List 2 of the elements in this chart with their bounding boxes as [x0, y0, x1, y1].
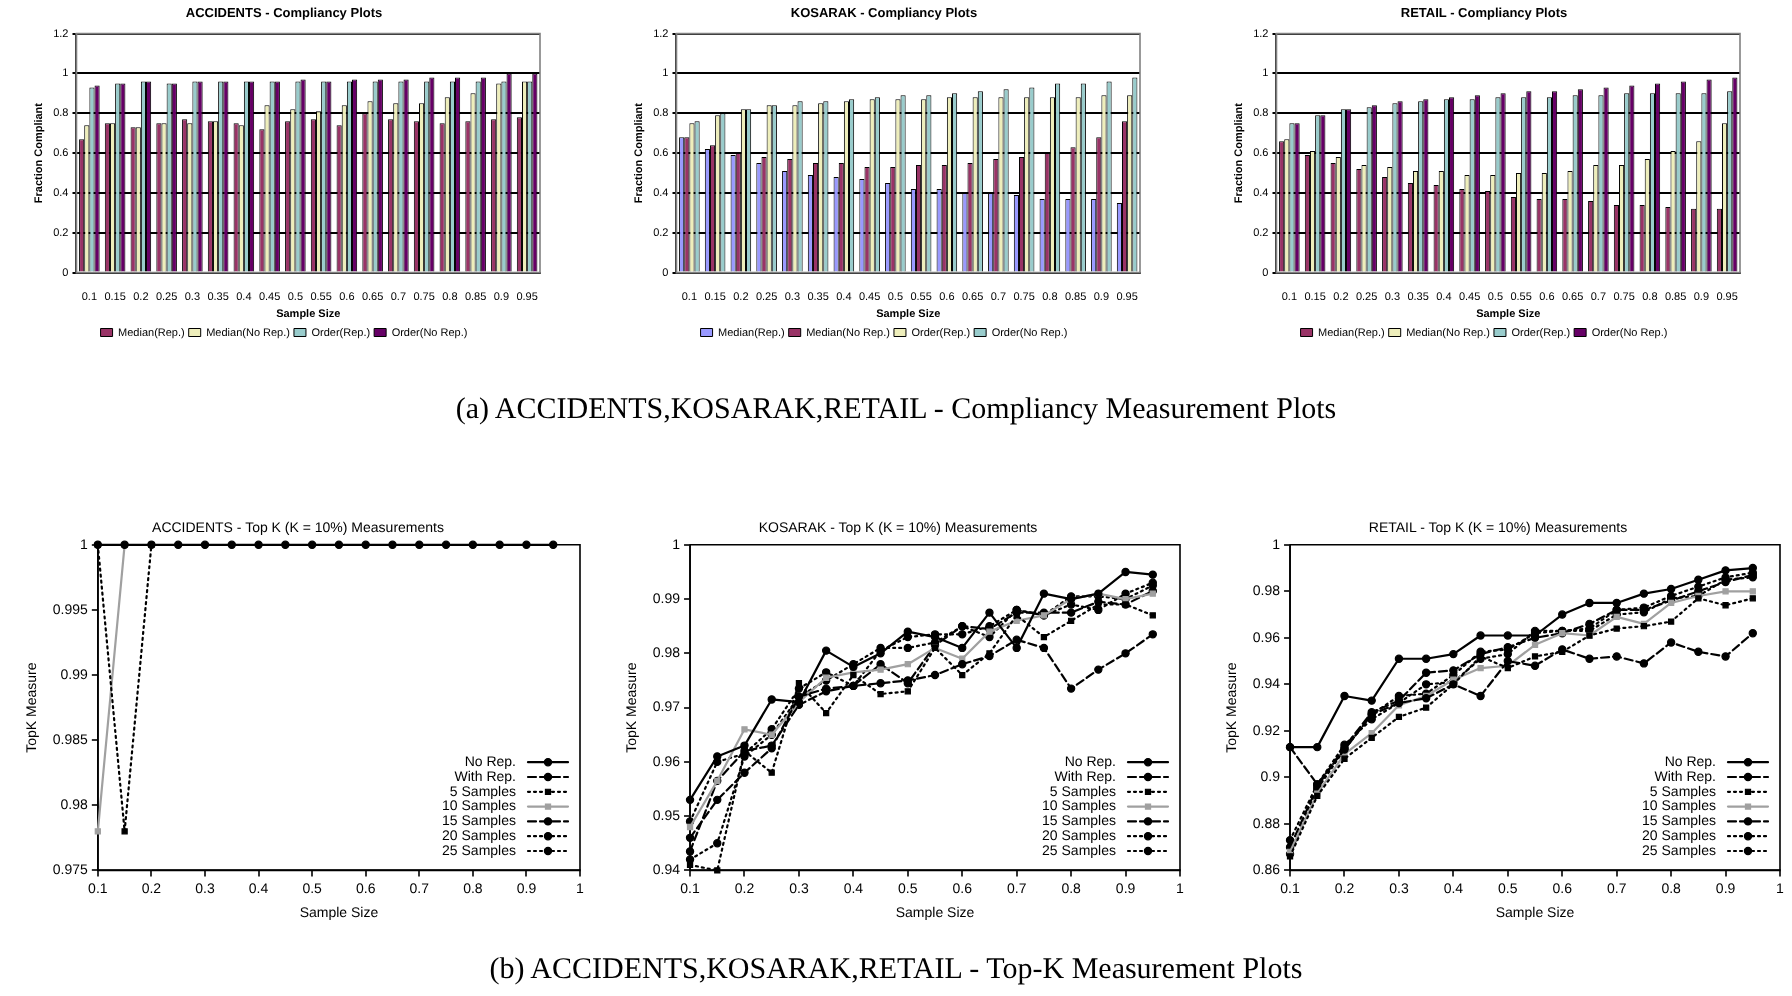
text: (a) ACCIDENTS,KOSARAK,RETAIL - Compliancy Measurement Plots: [453, 392, 1339, 428]
text: (b) ACCIDENTS,KOSARAK,RETAIL - Top-K Measurement Plots: [487, 952, 1305, 988]
